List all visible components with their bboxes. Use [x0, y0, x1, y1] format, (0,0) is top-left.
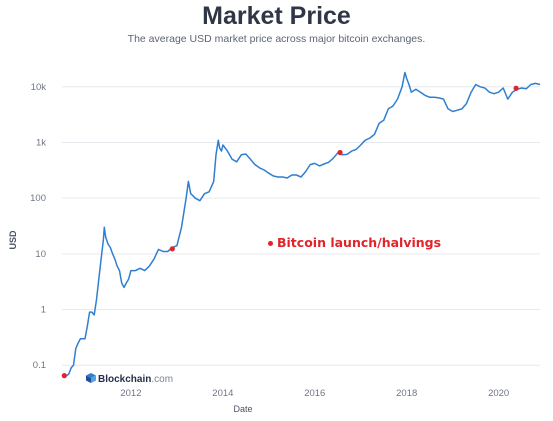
- halving-marker: [513, 85, 519, 91]
- y-tick-label: 0.1: [33, 360, 46, 371]
- brand-suffix: .com: [151, 374, 174, 385]
- brand-watermark: Blockchain.com: [86, 373, 173, 385]
- halving-marker: [337, 149, 343, 156]
- x-tick-label: 2012: [120, 388, 141, 399]
- chart-title: Market Price: [202, 2, 351, 30]
- x-tick-label: 2018: [396, 388, 417, 399]
- chart-subtitle: The average USD market price across majo…: [127, 33, 426, 45]
- y-axis-label: USD: [8, 230, 18, 250]
- x-tick-label: 2016: [304, 388, 325, 399]
- x-tick-label: 2020: [488, 388, 509, 399]
- grid-lines: [62, 86, 540, 366]
- y-tick-label: 100: [30, 193, 46, 204]
- y-tick-label: 1k: [36, 137, 46, 148]
- x-axis-label: Date: [233, 404, 252, 414]
- y-tick-label: 10: [35, 249, 46, 260]
- y-tick-label: 1: [41, 305, 46, 316]
- x-tick-labels: 2012 2014 2016 2018 2020: [120, 388, 509, 399]
- y-tick-label: 10k: [31, 82, 47, 93]
- brand-name: Blockchain: [98, 374, 152, 385]
- x-tick-label: 2014: [212, 388, 233, 399]
- annotation-legend: Bitcoin launch/halvings: [268, 235, 441, 250]
- halving-marker: [61, 373, 67, 379]
- price-series-line: [63, 71, 541, 379]
- blockchain-logo-icon: [86, 373, 96, 383]
- y-tick-labels: 0.1 1 10 100 1k 10k: [30, 82, 46, 371]
- annotation-text: Bitcoin launch/halvings: [277, 235, 442, 250]
- halving-marker: [169, 246, 175, 252]
- halving-markers: [61, 85, 519, 379]
- annotation-marker-icon: [268, 241, 273, 246]
